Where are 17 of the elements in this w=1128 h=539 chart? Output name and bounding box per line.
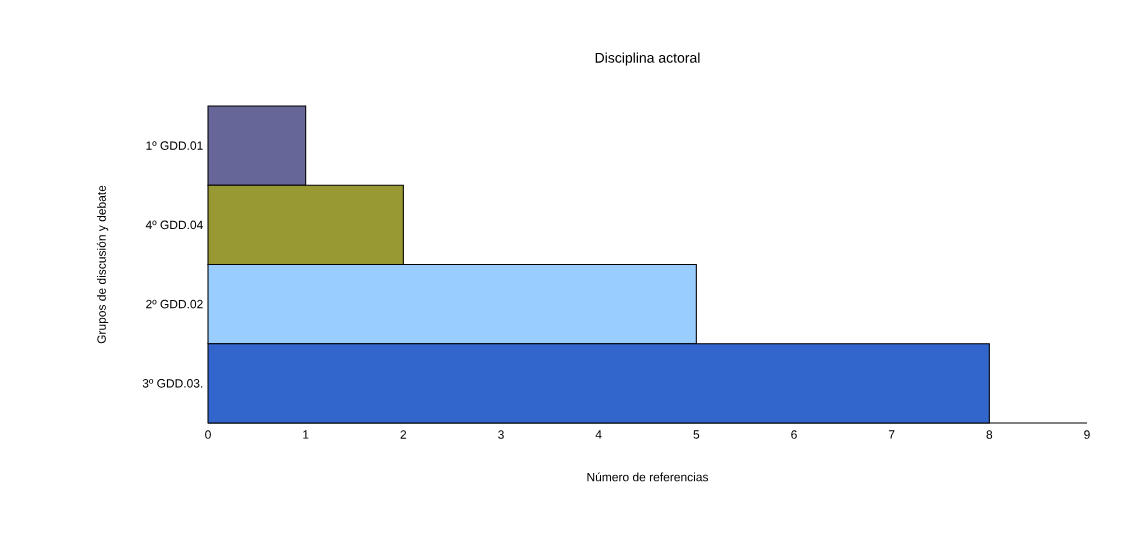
x-tick-label: 2 [400, 430, 407, 439]
x-tick-label: 0 [205, 430, 211, 439]
x-tick-label: 7 [888, 430, 895, 439]
x-tick-label: 5 [693, 430, 700, 439]
x-tick-label: 1 [303, 430, 309, 439]
y-axis-title: Grupos de discusión y debate [96, 185, 109, 344]
y-tick-label: 4º GDD.04 [145, 220, 203, 230]
x-tick-label: 8 [986, 430, 993, 439]
y-tick-label: 3º GDD.03. [142, 379, 203, 388]
x-tick-label: 3 [498, 430, 504, 439]
x-axis-title: Número de referencias [587, 472, 709, 482]
y-tick-label: 2º GDD.02 [146, 299, 203, 309]
x-tick-label: 6 [791, 430, 797, 439]
chart-title: Disciplina actoral [595, 52, 700, 66]
y-tick-label: 1º GDD.01 [146, 141, 203, 150]
x-tick-label: 9 [1084, 430, 1090, 439]
x-tick-label: 4 [595, 430, 602, 439]
